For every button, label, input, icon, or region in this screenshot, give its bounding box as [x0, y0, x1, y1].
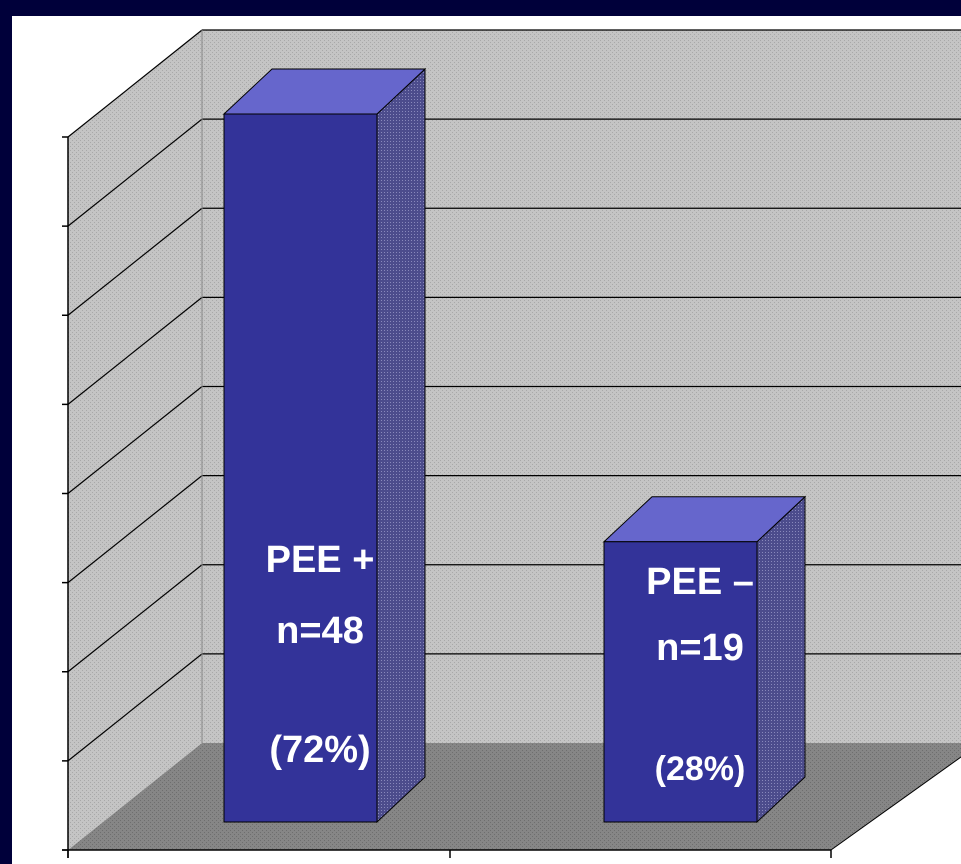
bar-front	[224, 114, 377, 822]
bar-side	[757, 497, 805, 822]
bar-side	[377, 69, 425, 822]
bar-1	[224, 69, 425, 822]
floor	[68, 743, 961, 850]
bar-label-percent: (28%)	[655, 750, 746, 788]
bar-label-category: PEE +	[266, 539, 375, 581]
bar-label-count: n=19	[656, 627, 744, 669]
bar-label-percent: (72%)	[269, 729, 370, 771]
bar-label-count: n=48	[276, 610, 364, 652]
bar-label-category: PEE –	[646, 561, 754, 603]
